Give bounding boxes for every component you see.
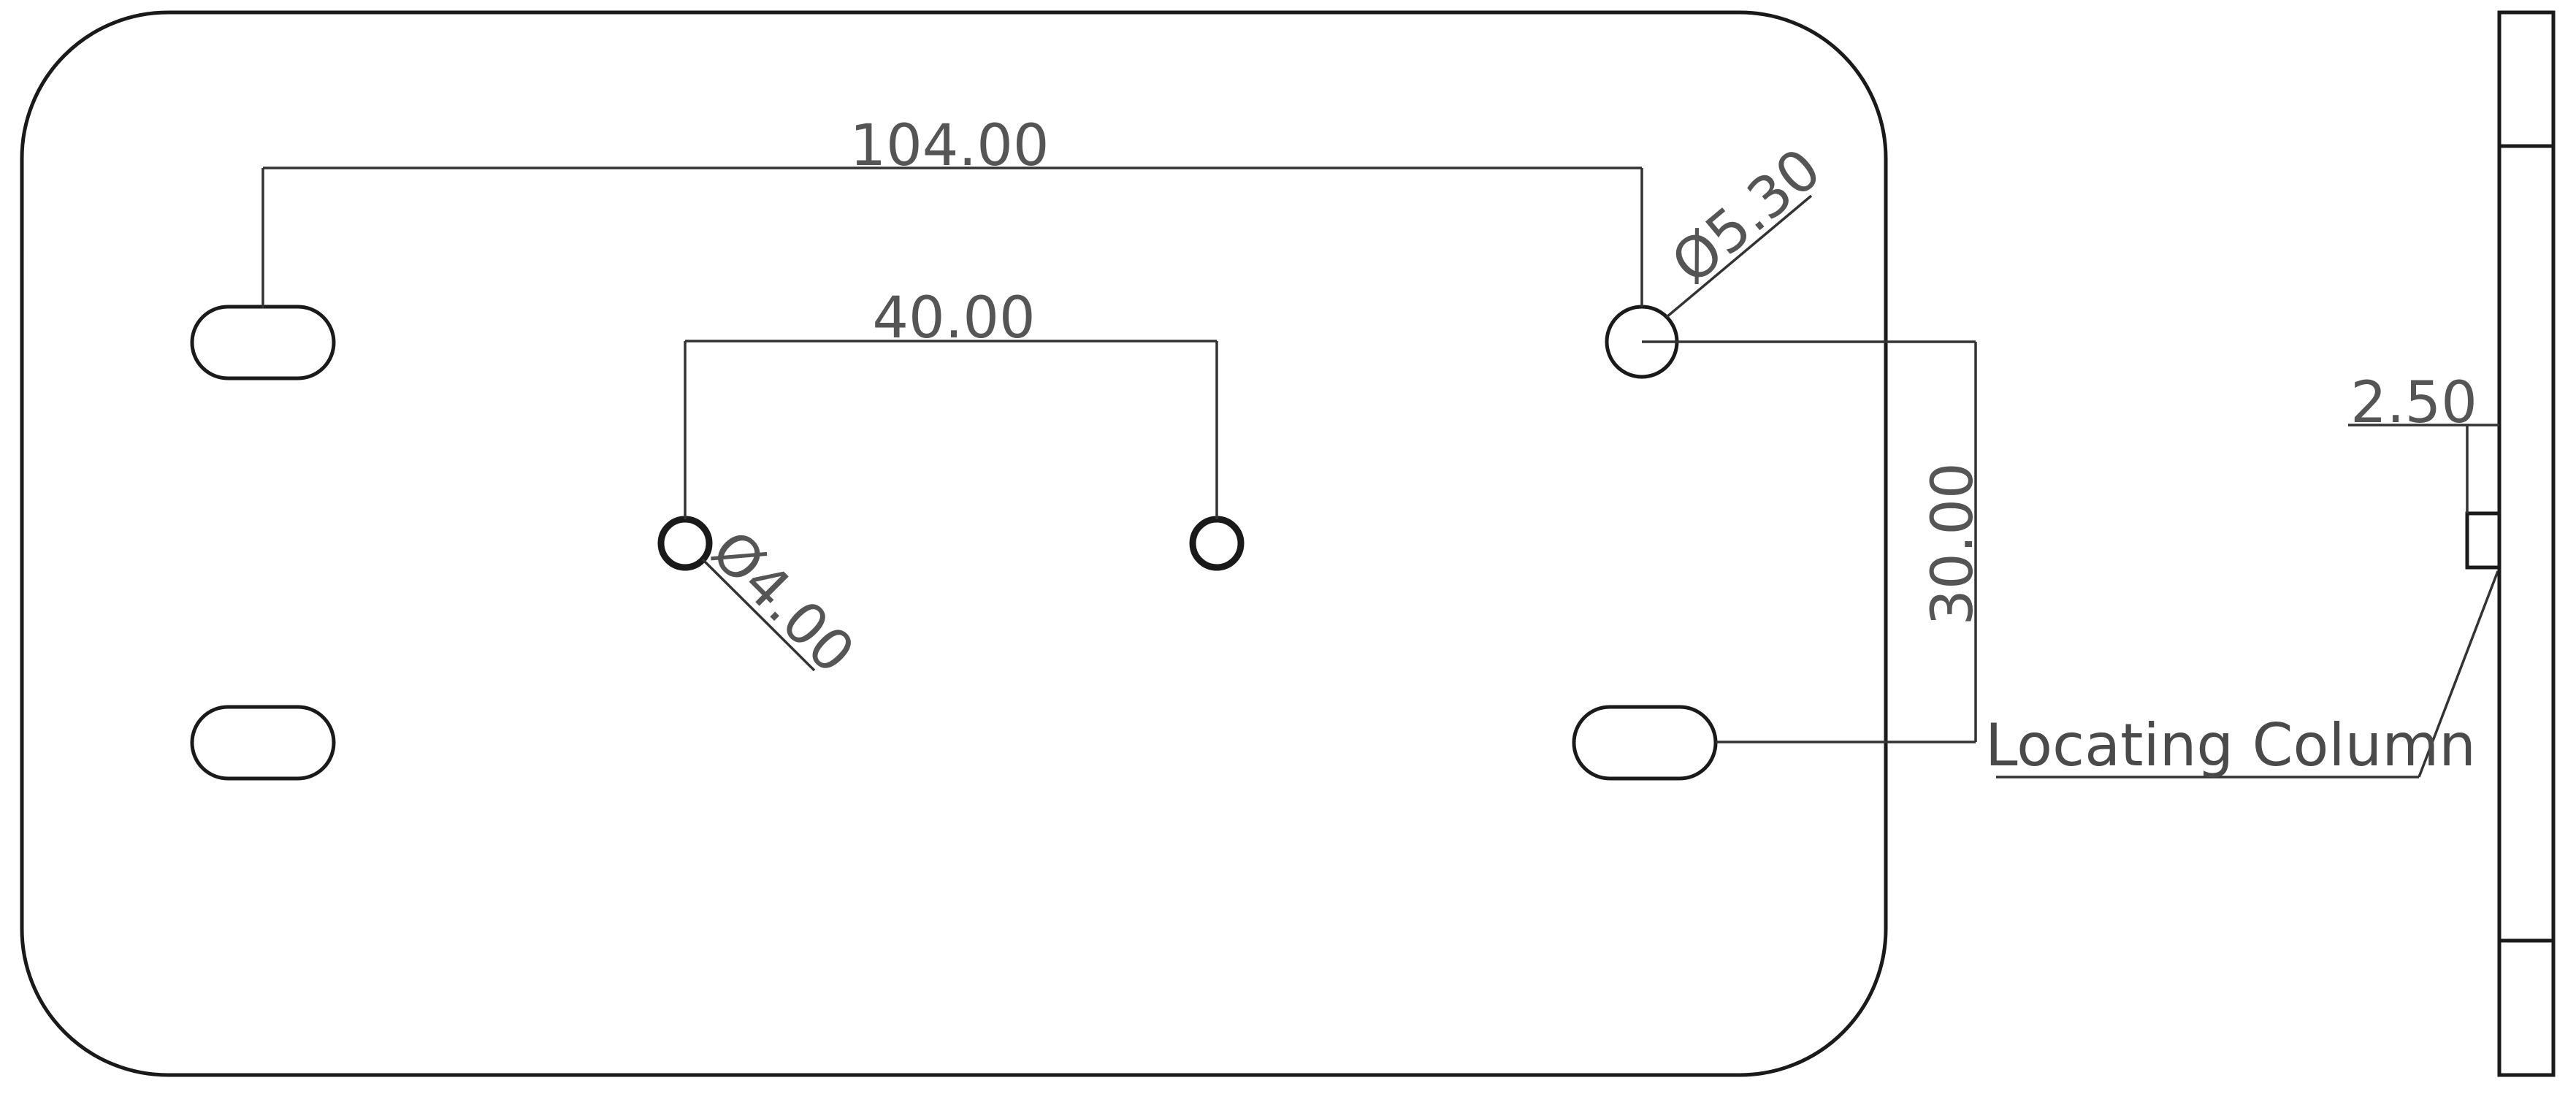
dimension-diameter-5-30-label: Ø5.30 — [1659, 137, 1833, 297]
dimension-2-50: 2.50 — [2348, 370, 2499, 513]
slot-top-left — [190, 305, 336, 380]
dimension-104-label: 104.00 — [850, 113, 1050, 179]
dimension-diameter-4: Ø4.00 — [699, 519, 867, 686]
plate-outline — [20, 10, 1888, 1077]
dimension-40-label: 40.00 — [872, 286, 1035, 351]
dimension-40: 40.00 — [684, 286, 1218, 519]
dimension-diameter-5-30: Ø5.30 — [1659, 137, 1833, 318]
dimension-30: 30.00 — [1642, 340, 1986, 743]
small-hole-right — [1189, 516, 1245, 571]
dimension-2-50-label: 2.50 — [2350, 370, 2477, 436]
locating-column-profile — [2465, 511, 2502, 570]
dimension-30-label: 30.00 — [1920, 462, 1986, 625]
side-view — [2465, 10, 2556, 1077]
locating-column-label: Locating Column — [1985, 711, 2476, 779]
locating-column-callout: Locating Column — [1985, 570, 2499, 779]
dimension-104: 104.00 — [261, 113, 1643, 308]
dimension-diameter-4-label: Ø4.00 — [699, 519, 867, 686]
slot-bottom-left — [190, 705, 336, 781]
slot-bottom-right — [1572, 705, 1718, 781]
